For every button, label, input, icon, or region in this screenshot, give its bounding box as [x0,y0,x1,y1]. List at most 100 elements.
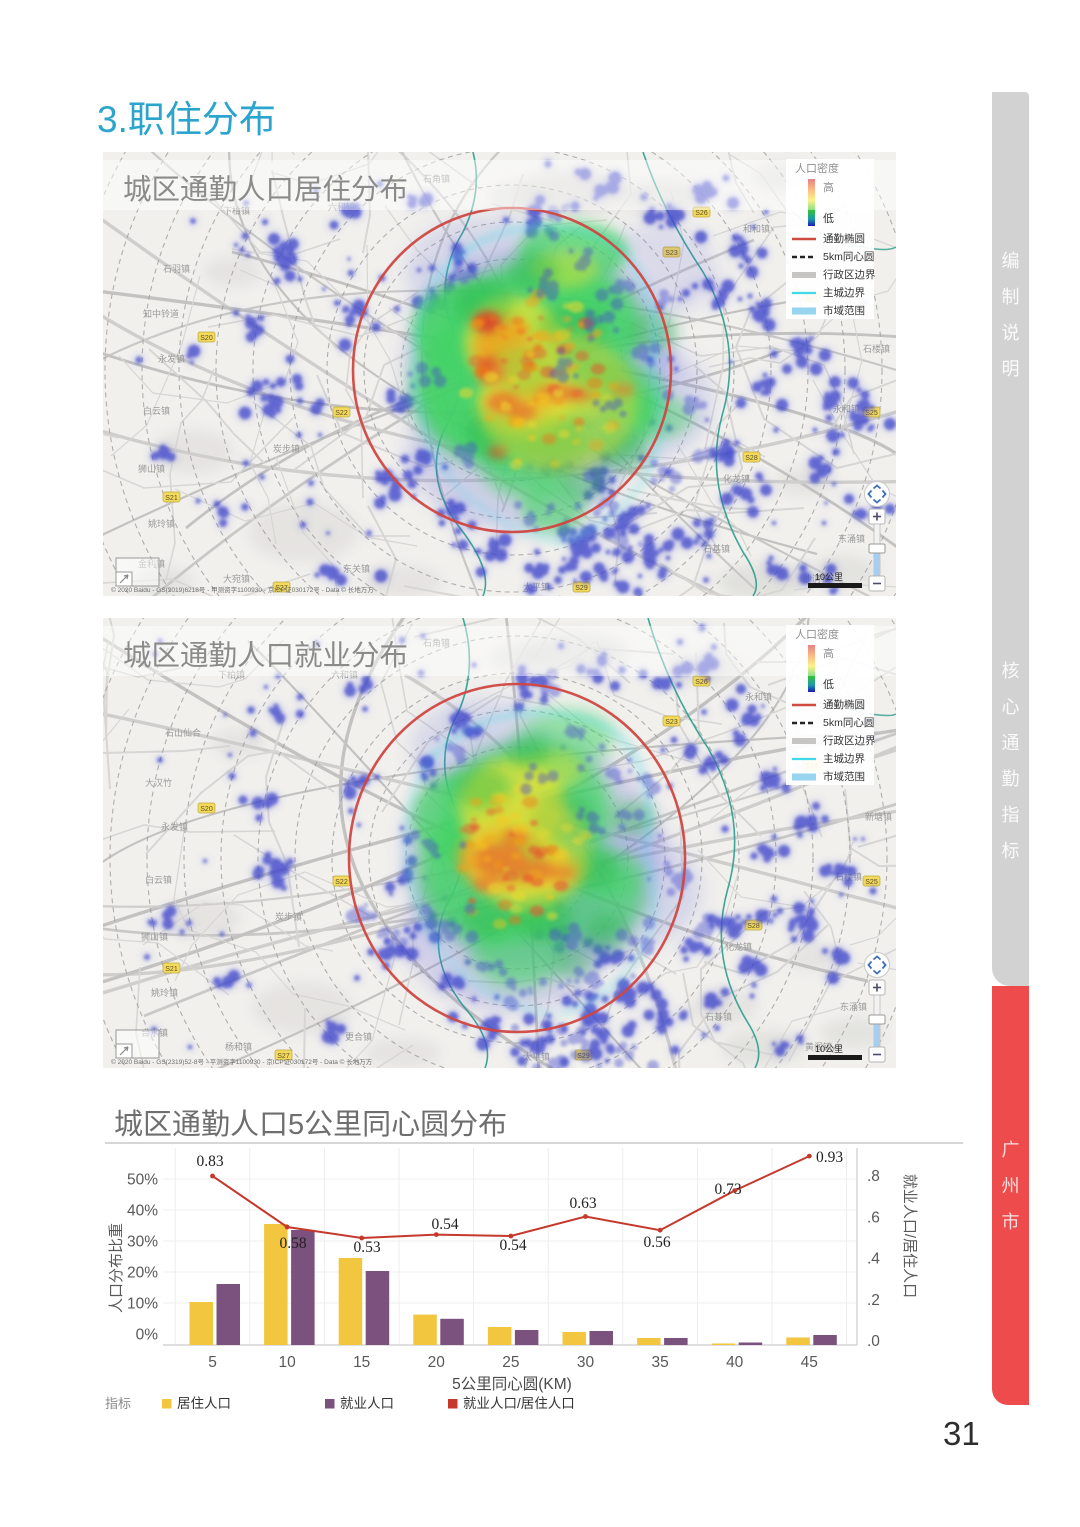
svg-text:石羽镇: 石羽镇 [163,263,190,274]
svg-text:0.93: 0.93 [816,1149,843,1166]
svg-text:S23: S23 [665,719,678,726]
svg-text:低: 低 [823,212,834,225]
svg-text:姚玲镇: 姚玲镇 [151,987,178,998]
svg-text:东关镇: 东关镇 [343,563,370,574]
svg-text:永发镇: 永发镇 [161,821,188,832]
svg-text:下柏镇: 下柏镇 [223,205,250,216]
svg-text:S25: S25 [865,879,878,886]
svg-text:10: 10 [278,1354,296,1371]
svg-text:5公里同心圆(KM): 5公里同心圆(KM) [452,1375,572,1393]
svg-text:市域范围: 市域范围 [823,304,865,317]
svg-text:高: 高 [823,180,834,194]
svg-text:知中铃道: 知中铃道 [143,308,179,319]
svg-text:炭步镇: 炭步镇 [275,911,302,922]
svg-text:© 2020 Baidu - GS(2319)52-8号 -: © 2020 Baidu - GS(2319)52-8号 - 平测资字11009… [111,1057,373,1066]
svg-text:大宛镇: 大宛镇 [223,573,250,584]
svg-text:40: 40 [726,1354,744,1371]
svg-text:5km同心圆: 5km同心圆 [823,717,874,729]
svg-text:.2: .2 [867,1292,880,1309]
svg-text:黄阁镇: 黄阁镇 [805,1041,832,1052]
svg-text:10公里: 10公里 [815,1044,843,1054]
svg-text:化龙镇: 化龙镇 [723,473,750,484]
svg-text:25: 25 [502,1354,519,1371]
svg-text:行政区边界: 行政区边界 [823,268,876,281]
svg-text:石基镇: 石基镇 [703,543,730,554]
svg-text:杨和镇: 杨和镇 [225,1041,252,1052]
svg-text:S22: S22 [335,879,348,886]
svg-text:5: 5 [208,1354,217,1371]
svg-text:.6: .6 [867,1209,880,1226]
svg-text:S22: S22 [335,410,348,417]
svg-text:居住人口: 居住人口 [177,1396,231,1411]
svg-text:© 2020 Baidu - GS(2019)6218号 -: © 2020 Baidu - GS(2019)6218号 - 甲测资字11009… [111,585,374,594]
svg-text:永和镇: 永和镇 [833,403,860,414]
svg-text:下柏镇: 下柏镇 [218,669,245,680]
svg-text:东涌镇: 东涌镇 [840,1001,867,1012]
svg-text:S27: S27 [275,585,288,592]
svg-text:六和镇: 六和镇 [331,669,358,680]
svg-text:人口密度: 人口密度 [795,627,839,641]
svg-text:城区通勤人口居住分布: 城区通勤人口居住分布 [123,174,408,206]
svg-text:永和镇: 永和镇 [745,691,772,702]
svg-text:主城边界: 主城边界 [823,287,865,299]
svg-text:白云镇: 白云镇 [145,874,172,885]
svg-text:白云镇: 白云镇 [143,405,170,416]
svg-text:.4: .4 [867,1251,880,1268]
svg-text:0.53: 0.53 [353,1239,380,1256]
svg-text:更合镇: 更合镇 [345,1031,372,1042]
svg-text:和和镇: 和和镇 [743,223,770,234]
svg-text:0.83: 0.83 [196,1153,223,1170]
svg-text:0.63: 0.63 [569,1195,596,1212]
svg-text:六和镇: 六和镇 [328,201,355,212]
svg-text:就业人口: 就业人口 [340,1396,394,1411]
svg-text:0.58: 0.58 [279,1235,306,1252]
svg-text:S27: S27 [277,1053,290,1060]
svg-text:20%: 20% [127,1265,158,1282]
svg-text:人口密度: 人口密度 [795,161,839,175]
svg-text:50%: 50% [127,1172,158,1189]
svg-text:高: 高 [823,646,834,660]
svg-text:0.54: 0.54 [499,1237,526,1254]
svg-text:30: 30 [577,1354,595,1371]
svg-text:S21: S21 [165,495,178,502]
svg-text:.8: .8 [867,1168,880,1185]
svg-text:S26: S26 [695,210,708,217]
svg-text:城区通勤人口就业分布: 城区通勤人口就业分布 [123,640,408,672]
svg-text:S25: S25 [865,410,878,417]
svg-text:东涌镇: 东涌镇 [838,533,865,544]
svg-text:20: 20 [428,1354,446,1371]
svg-text:大汉竹: 大汉竹 [145,777,172,788]
svg-text:主城边界: 主城边界 [823,753,865,765]
svg-text:S21: S21 [165,966,178,973]
svg-text:永发镇: 永发镇 [158,353,185,364]
svg-text:.0: .0 [867,1333,880,1350]
svg-text:化龙镇: 化龙镇 [725,941,752,952]
svg-text:石楼镇: 石楼镇 [863,343,890,354]
svg-text:S29: S29 [575,585,588,592]
svg-text:0.56: 0.56 [643,1234,670,1251]
svg-text:S20: S20 [200,806,213,813]
svg-text:35: 35 [651,1354,668,1371]
svg-text:石楼镇: 石楼镇 [835,871,862,882]
svg-text:石碁镇: 石碁镇 [705,1011,732,1022]
svg-text:人口分布比重: 人口分布比重 [108,1223,125,1313]
svg-text:5km同心圆: 5km同心圆 [823,251,874,263]
svg-text:太平镇: 太平镇 [523,581,550,592]
svg-text:S26: S26 [695,679,708,686]
svg-text:就业人口/居住人口: 就业人口/居住人口 [901,1174,918,1298]
svg-text:通勤椭圆: 通勤椭圆 [823,698,865,711]
svg-text:S20: S20 [200,335,213,342]
svg-text:S28: S28 [747,923,760,930]
svg-text:狮山镇: 狮山镇 [138,463,165,474]
svg-text:石角镇: 石角镇 [423,637,450,648]
svg-text:0.73: 0.73 [714,1181,741,1198]
svg-text:0%: 0% [136,1327,159,1344]
svg-text:40%: 40% [127,1203,158,1220]
svg-text:通勤椭圆: 通勤椭圆 [823,232,865,245]
svg-text:指标: 指标 [105,1396,131,1411]
svg-text:10公里: 10公里 [815,572,843,582]
svg-text:30%: 30% [127,1234,158,1251]
svg-text:狮山镇: 狮山镇 [141,931,168,942]
svg-text:市域范围: 市域范围 [823,770,865,783]
svg-text:0.54: 0.54 [431,1216,458,1233]
